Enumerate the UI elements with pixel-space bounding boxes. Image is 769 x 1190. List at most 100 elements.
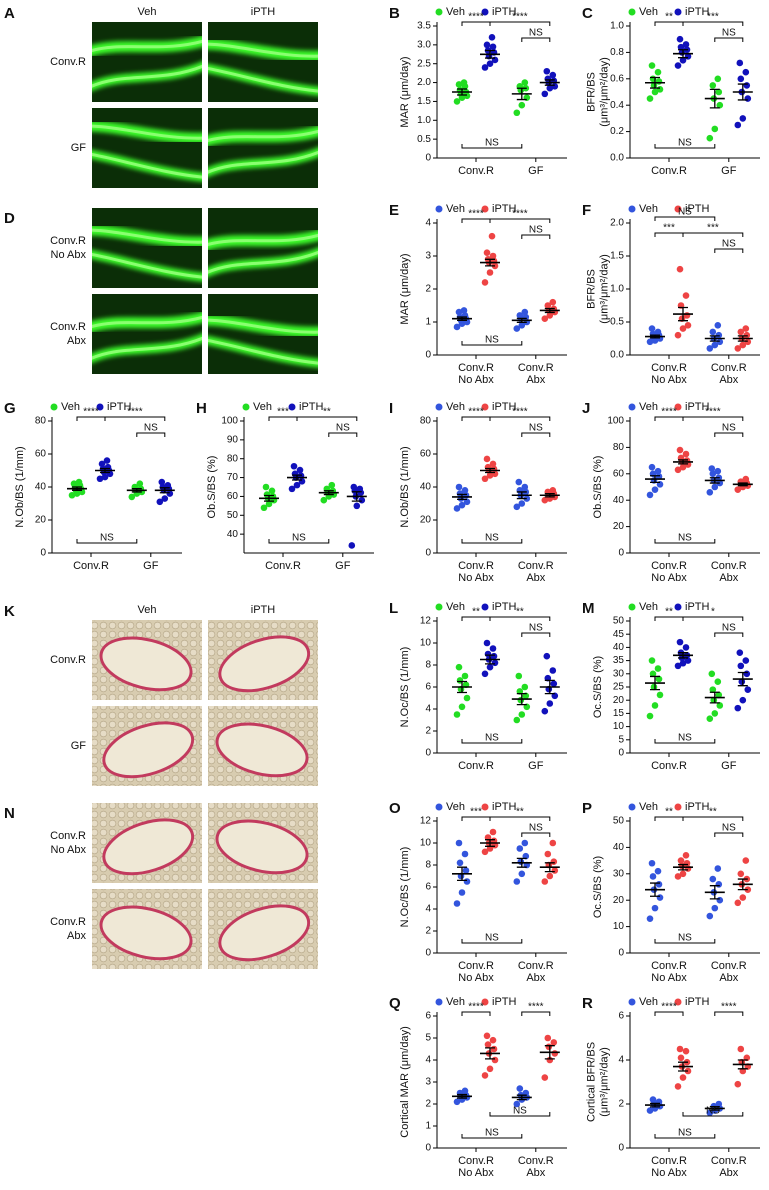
data-point xyxy=(711,341,719,349)
micrograph xyxy=(208,108,318,188)
data-point xyxy=(734,121,742,129)
panel-letter: N xyxy=(4,805,15,822)
error-bar xyxy=(516,1094,527,1101)
significance-bracket xyxy=(682,232,744,237)
data-point xyxy=(549,839,557,847)
micrograph-content xyxy=(92,706,202,786)
micrograph-content xyxy=(92,208,202,288)
data-point xyxy=(737,1045,745,1053)
x-tick-label: GF xyxy=(335,560,351,572)
data-point xyxy=(711,710,719,717)
data-point xyxy=(737,328,745,336)
significance-label: **** xyxy=(528,1002,544,1013)
data-point xyxy=(461,1087,469,1095)
data-point xyxy=(544,1034,552,1042)
data-point xyxy=(646,915,654,922)
bone-surface xyxy=(215,722,309,778)
legend-marker xyxy=(628,403,636,411)
significance-label: ** xyxy=(665,807,673,818)
x-tick-label: GF xyxy=(143,560,159,572)
micrograph-content xyxy=(208,208,318,288)
micrograph xyxy=(208,22,318,102)
significance-label: ** xyxy=(472,607,480,618)
error-bar xyxy=(650,76,660,89)
micrograph xyxy=(208,294,318,374)
data-point xyxy=(455,308,463,316)
fluorescent-core xyxy=(208,42,318,58)
y-axis-label: Oc.S/BS (%) xyxy=(592,856,604,918)
x-tick-label: Conv.R xyxy=(458,560,494,572)
data-point xyxy=(481,64,489,71)
significance-bracket xyxy=(654,539,716,544)
error-bar xyxy=(678,306,688,322)
micrograph xyxy=(92,803,202,883)
significance-label: **** xyxy=(468,1002,484,1013)
data-point xyxy=(716,101,724,109)
micrograph xyxy=(208,208,318,288)
y-tick-label: 100 xyxy=(607,416,624,427)
x-tick-label: Conv.R xyxy=(651,560,687,572)
data-point xyxy=(489,43,497,51)
error-bar xyxy=(678,459,688,465)
micrograph xyxy=(92,294,202,374)
data-point xyxy=(288,485,296,493)
significance-label: NS xyxy=(722,28,736,39)
significance-bracket xyxy=(682,21,744,26)
y-tick-label: 0 xyxy=(425,1143,431,1154)
y-axis-label: Ob.S/BS (%) xyxy=(592,456,604,519)
x-tick-label: Abx xyxy=(719,572,738,584)
data-point xyxy=(736,649,744,656)
significance-label: NS xyxy=(485,1128,499,1139)
error-bar xyxy=(678,863,688,871)
y-tick-label: 2 xyxy=(425,284,431,295)
y-tick-label: 4 xyxy=(425,218,431,229)
data-point xyxy=(515,478,523,486)
data-point xyxy=(521,308,529,316)
x-tick-label: Conv.R xyxy=(458,1155,494,1167)
data-point xyxy=(714,322,722,329)
y-tick-label: 10 xyxy=(613,721,625,732)
legend-marker xyxy=(674,8,682,16)
bone-surface xyxy=(218,904,311,962)
data-point xyxy=(268,487,276,495)
significance-label: **** xyxy=(83,407,99,418)
image-bg xyxy=(208,208,318,288)
significance-bracket xyxy=(76,539,138,544)
x-tick-label: Conv.R xyxy=(711,560,747,572)
data-point xyxy=(734,486,742,493)
data-point xyxy=(460,79,468,86)
column-label: iPTH xyxy=(251,6,276,18)
data-point xyxy=(541,707,549,715)
legend-marker xyxy=(674,998,682,1006)
data-point xyxy=(546,84,554,92)
y-tick-label: 90 xyxy=(227,434,239,445)
y-axis-label: BFR/BS xyxy=(585,72,597,112)
data-point xyxy=(679,659,687,667)
data-point xyxy=(296,466,304,474)
data-point xyxy=(706,1109,714,1117)
data-point xyxy=(358,496,366,504)
y-tick-label: 5 xyxy=(425,1033,431,1044)
data-point xyxy=(515,672,523,680)
y-tick-label: 0 xyxy=(618,1143,624,1154)
column-label: Veh xyxy=(138,604,157,616)
data-point xyxy=(711,483,719,491)
data-point xyxy=(709,82,717,89)
significance-label: NS xyxy=(529,28,543,39)
significance-label: NS xyxy=(485,933,499,944)
micrograph xyxy=(208,620,318,700)
y-axis-label: Oc.S/BS (%) xyxy=(592,656,604,718)
data-point xyxy=(490,652,498,660)
significance-bracket xyxy=(489,21,551,26)
y-tick-label: 4 xyxy=(618,1055,624,1066)
data-point xyxy=(742,325,750,332)
legend-label: Veh xyxy=(446,801,465,813)
data-point xyxy=(715,88,723,96)
data-point xyxy=(290,462,298,470)
data-point xyxy=(674,662,682,670)
x-tick-label: No Abx xyxy=(651,572,687,584)
error-bar xyxy=(650,882,660,897)
y-tick-label: 45 xyxy=(613,629,625,640)
y-tick-label: 80 xyxy=(227,453,239,464)
